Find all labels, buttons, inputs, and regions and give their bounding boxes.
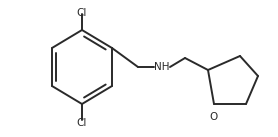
Text: Cl: Cl: [77, 8, 87, 18]
Text: NH: NH: [154, 62, 170, 72]
Text: Cl: Cl: [77, 118, 87, 128]
Text: O: O: [210, 112, 218, 122]
